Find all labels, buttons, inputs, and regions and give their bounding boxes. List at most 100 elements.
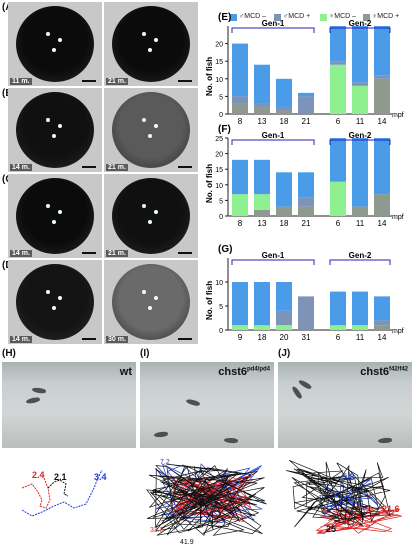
bar-segment [276, 282, 292, 311]
bar-segment [330, 181, 346, 216]
tank-title-wt: wt [119, 366, 132, 378]
bar-segment [254, 159, 270, 195]
gen2-label: Gen-2 [349, 19, 372, 28]
tank-photo-pd4: chst6pd4/pd4 [140, 362, 274, 448]
lens-reflection [148, 306, 152, 310]
bar-charts: (E) No. of fish 0 5 10 15 20 8 13 18 21 6 11 14 mpf Gen… [205, 12, 404, 342]
traj-label-red: 33.3 [150, 527, 164, 534]
x-tick-label: 18 [280, 219, 289, 228]
panel-label-h: (H) [2, 348, 16, 359]
x-tick-label: 31 [302, 333, 311, 342]
eye-photo: 30 m. [104, 260, 198, 344]
bar-segment [352, 138, 368, 207]
y-axis-label: No. of fish [205, 164, 214, 203]
scale-bar [82, 252, 96, 254]
x-tick-label: 21 [302, 117, 311, 126]
gen1-bracket [231, 259, 315, 265]
eye-lens [16, 6, 94, 82]
y-tick-label: 10 [215, 77, 223, 84]
eye-lens [112, 92, 190, 168]
bar-segment [276, 78, 292, 107]
bar-segment [374, 78, 390, 114]
trajectory-blue [21, 469, 103, 517]
y-tick-label: 20 [215, 42, 223, 49]
eye-age-label: 21 m. [106, 78, 128, 85]
bar-segment [276, 106, 292, 111]
bar-segment [298, 197, 314, 207]
gen1-label: Gen-1 [262, 131, 285, 140]
x-tick-label: 8 [238, 117, 243, 126]
trajectory-red [21, 477, 51, 509]
bar-segment [330, 64, 346, 114]
tank-title-pd4: chst6pd4/pd4 [218, 366, 270, 378]
bar-segment [298, 96, 314, 114]
trajectory-plot-pd4: 7.2 33.3 41.9 [146, 459, 267, 546]
lens-reflection [58, 38, 62, 42]
panel-label-e: (E) [218, 12, 231, 23]
legend-label-female-plus: ♀MCD + [372, 13, 400, 20]
panel-label-i: (I) [140, 348, 150, 359]
fish [185, 398, 201, 407]
x-tick-label: 6 [336, 117, 341, 126]
trajectory-plot-wt: 2.4 2.1 3.4 [21, 469, 107, 517]
fish [31, 387, 47, 394]
gen2-bracket [329, 139, 391, 145]
lens-reflection [52, 48, 56, 52]
bar-segment [330, 26, 346, 62]
bar-segment [374, 138, 390, 195]
x-tick-label: 20 [280, 333, 289, 342]
y-tick-label: 15 [215, 59, 223, 66]
lens-reflection [52, 134, 56, 138]
lens-reflection [58, 124, 62, 128]
fish [297, 378, 313, 391]
eye-photo: 21 m. [104, 88, 198, 172]
eye-age-label: 21 m. [106, 250, 128, 257]
x-axis-unit: mpf [392, 214, 404, 221]
panel-label-f: (F) [218, 124, 231, 135]
fish [25, 396, 41, 405]
legend-swatch-male-minus [230, 14, 237, 21]
bar-segment [254, 325, 270, 330]
bar-segment [232, 159, 248, 195]
bar-segment [330, 61, 346, 65]
bar-segment [254, 64, 270, 104]
x-tick-label: 9 [238, 333, 243, 342]
legend-label-male-minus: ♂MCD – [239, 13, 267, 20]
bar-segment [352, 325, 368, 330]
scale-bar [82, 80, 96, 82]
scale-bar [178, 166, 192, 168]
bar-segment [298, 172, 314, 198]
bar-segment [374, 320, 390, 326]
legend-label-male-plus: ♂MCD + [283, 13, 311, 20]
eye-lens [16, 178, 94, 254]
eye-age-label: 14 m. [10, 250, 32, 257]
bar-segment [232, 282, 248, 326]
panel-label-g: (G) [218, 244, 232, 255]
x-tick-label: 11 [356, 117, 365, 126]
bar-segment [232, 194, 248, 216]
x-tick-label: 14 [378, 117, 387, 126]
bar-segment [330, 291, 346, 326]
lens-reflection [52, 306, 56, 310]
bar-segment [330, 325, 346, 330]
y-tick-label: 0 [219, 328, 223, 335]
fish [377, 437, 393, 444]
x-axis-unit: mpf [392, 112, 404, 119]
bar-segment [254, 209, 270, 216]
scale-bar [178, 80, 192, 82]
y-tick-label: 0 [219, 214, 223, 221]
lens-reflection [148, 134, 152, 138]
bar-segment [254, 282, 270, 326]
lens-reflection [142, 290, 146, 294]
gen2-bracket [329, 27, 391, 33]
fish [223, 437, 239, 444]
y-axis-label: No. of fish [205, 281, 214, 320]
traj-label-blue: 7.2 [160, 459, 170, 466]
lens-reflection [154, 210, 158, 214]
eye-age-label: 11 m. [10, 78, 32, 85]
chart-legend: ♂MCD – ♂MCD + ♀MCD – ♀MCD + [230, 12, 414, 24]
eye-age-label: 14 m. [10, 164, 32, 171]
eye-photo: 14 m. [8, 260, 102, 344]
eye-photo: 14 m. [8, 174, 102, 258]
eye-lens [16, 92, 94, 168]
